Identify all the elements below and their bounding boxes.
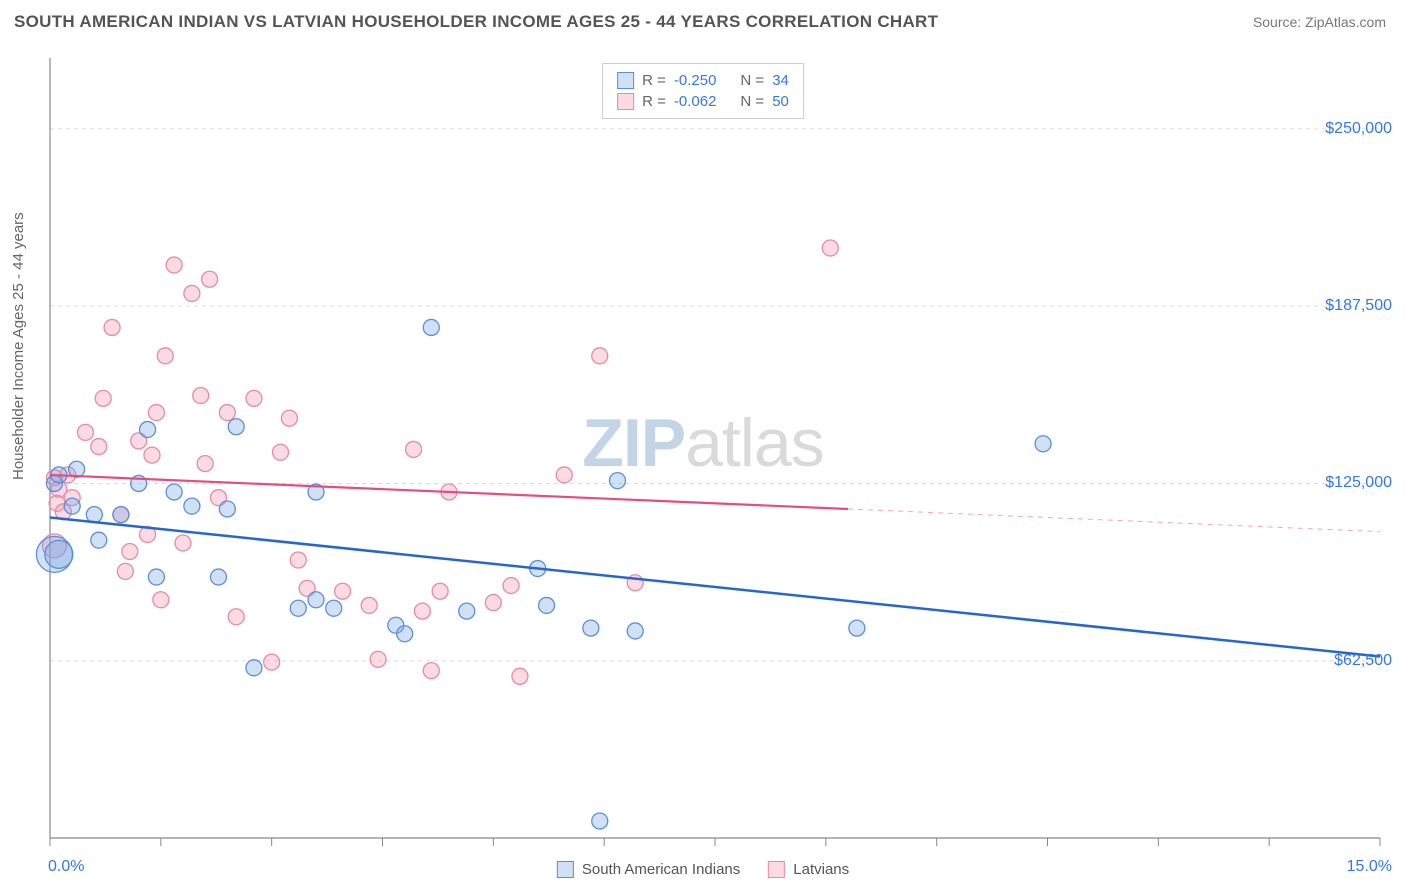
- x-tick-label: 0.0%: [48, 858, 84, 876]
- x-tick-label: 15.0%: [1347, 858, 1392, 876]
- legend-item-series-0: South American Indians: [557, 861, 740, 878]
- r-label-1: R =: [642, 93, 666, 110]
- legend-item-series-1: Latvians: [768, 861, 849, 878]
- chart-title: SOUTH AMERICAN INDIAN VS LATVIAN HOUSEHO…: [14, 12, 938, 32]
- n-value-0: 34: [772, 72, 789, 89]
- r-value-0: -0.250: [674, 72, 717, 89]
- chart-header: SOUTH AMERICAN INDIAN VS LATVIAN HOUSEHO…: [0, 0, 1406, 40]
- r-label-0: R =: [642, 72, 666, 89]
- source-name: ZipAtlas.com: [1305, 14, 1386, 30]
- r-value-1: -0.062: [674, 93, 717, 110]
- source-label: Source:: [1253, 14, 1301, 30]
- series-legend: South American Indians Latvians: [557, 861, 849, 878]
- series-0-label: South American Indians: [582, 861, 740, 878]
- scatter-chart-svg: [0, 40, 1406, 880]
- swatch-series-0: [617, 72, 634, 89]
- n-label-1: N =: [740, 93, 764, 110]
- correlation-legend: R = -0.250 N = 34 R = -0.062 N = 50: [602, 63, 804, 119]
- source-attribution: Source: ZipAtlas.com: [1253, 14, 1386, 30]
- y-tick-label: $125,000: [1325, 474, 1392, 492]
- y-axis-title: Householder Income Ages 25 - 44 years: [10, 212, 27, 480]
- chart-container: Householder Income Ages 25 - 44 years ZI…: [0, 40, 1406, 880]
- legend-row-series-0: R = -0.250 N = 34: [617, 70, 789, 91]
- swatch-bottom-0: [557, 861, 574, 878]
- swatch-series-1: [617, 93, 634, 110]
- n-value-1: 50: [772, 93, 789, 110]
- n-label-0: N =: [740, 72, 764, 89]
- y-tick-label: $250,000: [1325, 120, 1392, 138]
- swatch-bottom-1: [768, 861, 785, 878]
- legend-row-series-1: R = -0.062 N = 50: [617, 91, 789, 112]
- y-tick-label: $62,500: [1334, 652, 1392, 670]
- series-1-label: Latvians: [793, 861, 849, 878]
- y-tick-label: $187,500: [1325, 297, 1392, 315]
